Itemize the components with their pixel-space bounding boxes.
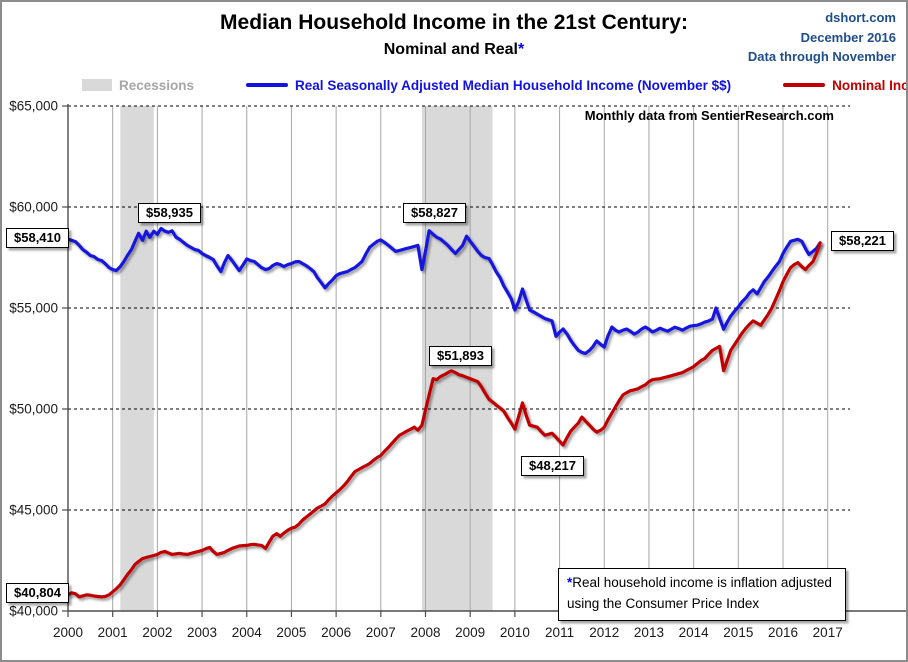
blue-line-icon [246, 83, 289, 87]
x-tick-label: 2011 [545, 625, 574, 640]
x-tick-label: 2013 [634, 625, 664, 640]
legend-real-label: Real Seasonally Adjusted Median Househol… [295, 78, 732, 93]
legend-item-nominal-income: Nominal Income [783, 78, 908, 93]
y-tick-label: $50,000 [9, 402, 58, 417]
source-date: December 2016 [800, 29, 896, 45]
page-title: Median Household Income in the 21st Cent… [220, 11, 688, 34]
value-callout: $58,827 [403, 203, 466, 223]
x-tick-label: 2012 [589, 625, 619, 640]
legend-item-recessions: Recessions [82, 78, 194, 93]
x-tick-label: 2016 [768, 625, 798, 640]
x-tick-label: 2017 [813, 625, 843, 640]
real-income-line [66, 226, 822, 355]
x-tick-label: 2009 [455, 625, 485, 640]
subtitle-asterisk: * [518, 41, 525, 58]
footnote-box: *Real household income is inflation adju… [558, 568, 846, 621]
value-callout: $58,935 [138, 203, 201, 223]
value-callout: $40,804 [6, 583, 69, 603]
value-callout: $48,217 [521, 456, 584, 476]
y-tick-label: $55,000 [9, 301, 58, 316]
x-tick-label: 2006 [321, 625, 351, 640]
footnote-line1: Real household income is inflation adjus… [572, 575, 832, 590]
recession-swatch-icon [82, 79, 112, 91]
x-tick-label: 2004 [232, 625, 263, 640]
recession-band [120, 106, 154, 611]
y-tick-label: $60,000 [9, 200, 58, 215]
source-range: Data through November [747, 49, 896, 64]
x-tick-label: 2005 [276, 625, 306, 640]
x-tick-label: 2010 [500, 625, 530, 640]
legend-item-real-income: Real Seasonally Adjusted Median Househol… [246, 78, 731, 93]
nominal-income-line [66, 241, 822, 599]
y-tick-label: $40,000 [9, 604, 58, 619]
x-tick-label: 2014 [679, 625, 710, 640]
source-block: dshort.com December 2016 Data through No… [748, 8, 896, 67]
x-tick-label: 2000 [53, 625, 83, 640]
value-callout: $58,221 [831, 231, 894, 251]
x-tick-label: 2015 [723, 625, 753, 640]
value-callout: $58,410 [6, 228, 69, 248]
x-tick-label: 2003 [187, 625, 217, 640]
legend-nominal-label: Nominal Income [832, 78, 908, 93]
y-tick-label: $65,000 [9, 99, 58, 114]
source-site: dshort.com [825, 10, 896, 25]
x-tick-label: 2002 [142, 625, 172, 640]
legend: Recessions Real Seasonally Adjusted Medi… [82, 78, 908, 93]
red-line-icon [783, 83, 826, 87]
x-tick-label: 2001 [98, 625, 128, 640]
value-callout: $51,893 [429, 346, 492, 366]
x-tick-label: 2007 [366, 625, 396, 640]
footnote-line2: using the Consumer Price Index [567, 595, 760, 611]
footnote-asterisk: * [567, 575, 573, 590]
chart-subtitle: Nominal and Real* [2, 41, 906, 59]
y-tick-label: $45,000 [9, 503, 58, 518]
data-source-note: Monthly data from SentierResearch.com [584, 108, 834, 123]
legend-recessions-label: Recessions [119, 78, 195, 93]
subtitle-text: Nominal and Real [383, 41, 518, 58]
x-tick-label: 2008 [410, 625, 440, 640]
